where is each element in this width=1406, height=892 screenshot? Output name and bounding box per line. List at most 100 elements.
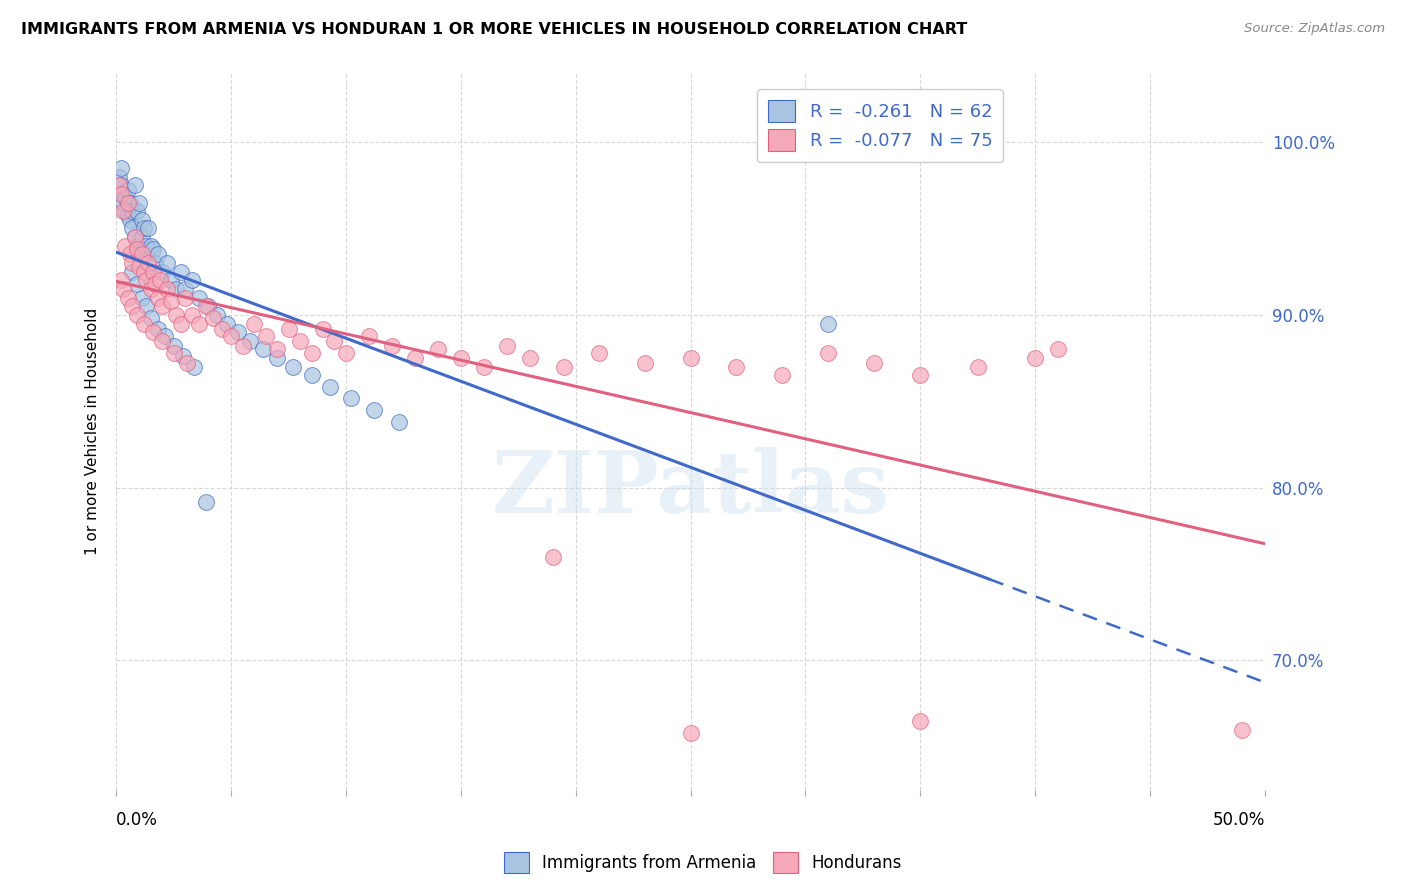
Point — [121, 204, 143, 219]
Point — [156, 256, 179, 270]
Text: IMMIGRANTS FROM ARMENIA VS HONDURAN 1 OR MORE VEHICLES IN HOUSEHOLD CORRELATION : IMMIGRANTS FROM ARMENIA VS HONDURAN 1 OR… — [21, 22, 967, 37]
Y-axis label: 1 or more Vehicles in Household: 1 or more Vehicles in Household — [86, 308, 100, 555]
Point — [112, 195, 135, 210]
Point — [495, 339, 517, 353]
Point — [160, 273, 183, 287]
Point — [125, 308, 148, 322]
Point — [243, 317, 266, 331]
Point — [174, 282, 197, 296]
Point — [112, 186, 135, 201]
Point — [679, 351, 702, 365]
Text: ZIPatlas: ZIPatlas — [492, 447, 890, 531]
Point — [165, 308, 187, 322]
Point — [125, 239, 148, 253]
Point — [910, 368, 932, 383]
Point — [142, 325, 165, 339]
Point — [863, 356, 886, 370]
Legend: Immigrants from Armenia, Hondurans: Immigrants from Armenia, Hondurans — [498, 846, 908, 880]
Point — [150, 265, 173, 279]
Point — [188, 317, 211, 331]
Point — [725, 359, 748, 374]
Point — [138, 221, 160, 235]
Point — [139, 311, 162, 326]
Point — [132, 265, 155, 279]
Point — [132, 317, 155, 331]
Point — [426, 343, 449, 357]
Point — [238, 334, 260, 348]
Point — [110, 273, 132, 287]
Point — [146, 322, 169, 336]
Point — [132, 221, 155, 235]
Point — [211, 322, 233, 336]
Point — [472, 359, 495, 374]
Point — [139, 282, 162, 296]
Point — [288, 334, 311, 348]
Point — [266, 343, 288, 357]
Point — [335, 346, 357, 360]
Text: Source: ZipAtlas.com: Source: ZipAtlas.com — [1244, 22, 1385, 36]
Point — [118, 247, 141, 261]
Point — [146, 247, 169, 261]
Point — [160, 294, 183, 309]
Point — [163, 346, 186, 360]
Point — [112, 282, 135, 296]
Point — [388, 415, 411, 429]
Point — [281, 359, 304, 374]
Point — [150, 334, 173, 348]
Point — [138, 256, 160, 270]
Point — [404, 351, 426, 365]
Point — [174, 291, 197, 305]
Point — [323, 334, 346, 348]
Point — [817, 346, 839, 360]
Point — [910, 714, 932, 728]
Point — [131, 247, 153, 261]
Point — [121, 256, 143, 270]
Point — [149, 273, 172, 287]
Point — [128, 195, 150, 210]
Point — [312, 322, 335, 336]
Point — [817, 317, 839, 331]
Point — [150, 299, 173, 313]
Point — [146, 291, 169, 305]
Point — [357, 328, 380, 343]
Point — [339, 391, 361, 405]
Point — [114, 190, 136, 204]
Point — [1047, 343, 1070, 357]
Point — [381, 339, 404, 353]
Point — [176, 356, 198, 370]
Point — [165, 282, 187, 296]
Point — [124, 178, 146, 193]
Point — [633, 356, 655, 370]
Point — [114, 239, 136, 253]
Point — [128, 247, 150, 261]
Point — [232, 339, 254, 353]
Point — [1024, 351, 1046, 365]
Point — [226, 325, 249, 339]
Point — [219, 328, 242, 343]
Point — [124, 230, 146, 244]
Point — [110, 186, 132, 201]
Point — [135, 247, 157, 261]
Point — [118, 195, 141, 210]
Point — [266, 351, 288, 365]
Point — [254, 328, 277, 343]
Point — [110, 161, 132, 175]
Point — [181, 273, 204, 287]
Point — [107, 178, 129, 193]
Point — [450, 351, 472, 365]
Point — [117, 291, 139, 305]
Point — [121, 265, 143, 279]
Point — [277, 322, 299, 336]
Point — [172, 350, 194, 364]
Point — [110, 178, 132, 193]
Text: 50.0%: 50.0% — [1212, 811, 1265, 829]
Point — [142, 242, 165, 256]
Point — [117, 208, 139, 222]
Point — [319, 380, 342, 394]
Point — [118, 212, 141, 227]
Point — [679, 726, 702, 740]
Point — [194, 494, 217, 508]
Point — [128, 260, 150, 274]
Point — [541, 549, 564, 564]
Point — [363, 403, 385, 417]
